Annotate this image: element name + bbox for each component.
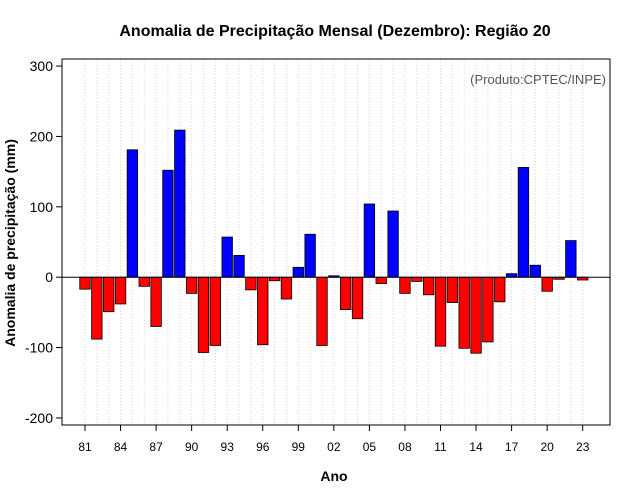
bar-2019 xyxy=(529,264,541,278)
x-tick-label: 87 xyxy=(149,440,163,454)
bar-2022 xyxy=(565,240,577,278)
bar-2000 xyxy=(304,233,316,278)
bar-2010 xyxy=(422,276,435,296)
bar-1987 xyxy=(150,276,162,327)
x-tick-label: 14 xyxy=(469,440,483,454)
bar-2005 xyxy=(363,203,376,278)
bar-1995 xyxy=(245,276,257,291)
bar-2008 xyxy=(399,276,411,294)
bar-1985 xyxy=(126,149,139,278)
bar-2017 xyxy=(505,273,518,278)
x-tick-label: 96 xyxy=(256,440,270,454)
bar-2013 xyxy=(458,276,470,349)
bar-1991 xyxy=(197,276,210,353)
bar-1988 xyxy=(162,169,174,278)
x-axis: 81 84 87 90 93 96 99 02 05 08 11 14 17 20 23 xyxy=(78,425,590,454)
x-axis-label: Ano xyxy=(320,468,347,484)
bar-1996 xyxy=(257,276,269,346)
bar-1984 xyxy=(114,276,127,305)
bar-1989 xyxy=(174,129,186,278)
bar-1982 xyxy=(91,276,103,340)
x-tick-label: 20 xyxy=(540,440,554,454)
chart-title: Anomalia de Precipitação Mensal (Dezembr… xyxy=(119,23,550,40)
bar-2001 xyxy=(316,276,328,346)
bar-2018 xyxy=(517,166,530,278)
y-tick-label: 300 xyxy=(30,58,54,74)
bar-2009 xyxy=(411,276,423,282)
x-tick-label: 93 xyxy=(221,440,235,454)
x-tick-label: 81 xyxy=(78,440,92,454)
bar-1981 xyxy=(79,276,91,290)
y-tick-label: -100 xyxy=(25,340,53,356)
x-tick-label: 90 xyxy=(185,440,199,454)
bar-1997 xyxy=(268,276,281,282)
bar-1983 xyxy=(103,276,115,313)
plot-frame xyxy=(61,58,611,426)
y-tick-label: 100 xyxy=(30,199,54,215)
y-axis: -200 -100 0 100 200 300 xyxy=(25,58,62,426)
bar-1998 xyxy=(280,276,293,300)
bar-2020 xyxy=(541,276,553,292)
bar-1994 xyxy=(233,254,245,278)
bar-2003 xyxy=(340,276,352,310)
y-axis-label: Anomalia de precipitação (mm) xyxy=(2,139,18,347)
x-tick-label: 84 xyxy=(114,440,128,454)
x-tick-label: 05 xyxy=(363,440,377,454)
bar-1990 xyxy=(185,276,198,294)
bar-2015 xyxy=(482,276,494,343)
bar-2006 xyxy=(375,276,387,284)
bar-1986 xyxy=(138,276,150,287)
bar-2016 xyxy=(494,276,506,303)
y-tick-label: 0 xyxy=(45,269,53,285)
credit-label: (Produto:CPTEC/INPE) xyxy=(470,72,606,87)
grid-layer xyxy=(84,59,584,425)
bar-1999 xyxy=(292,266,304,278)
bar-2014 xyxy=(470,276,482,354)
x-tick-label: 11 xyxy=(434,440,447,454)
bar-2011 xyxy=(434,276,447,347)
bar-2007 xyxy=(387,210,399,278)
bar-1993 xyxy=(221,236,233,278)
x-tick-label: 08 xyxy=(398,440,412,454)
x-tick-label: 17 xyxy=(505,440,519,454)
bar-2012 xyxy=(446,276,459,303)
x-tick-label: 23 xyxy=(576,440,590,454)
y-tick-label: 200 xyxy=(30,128,54,144)
bar-1992 xyxy=(209,276,222,346)
x-tick-label: 99 xyxy=(292,440,306,454)
x-tick-label: 02 xyxy=(327,440,341,454)
bar-2004 xyxy=(351,276,364,320)
y-tick-label: -200 xyxy=(25,410,53,426)
bar-layer xyxy=(79,129,589,354)
